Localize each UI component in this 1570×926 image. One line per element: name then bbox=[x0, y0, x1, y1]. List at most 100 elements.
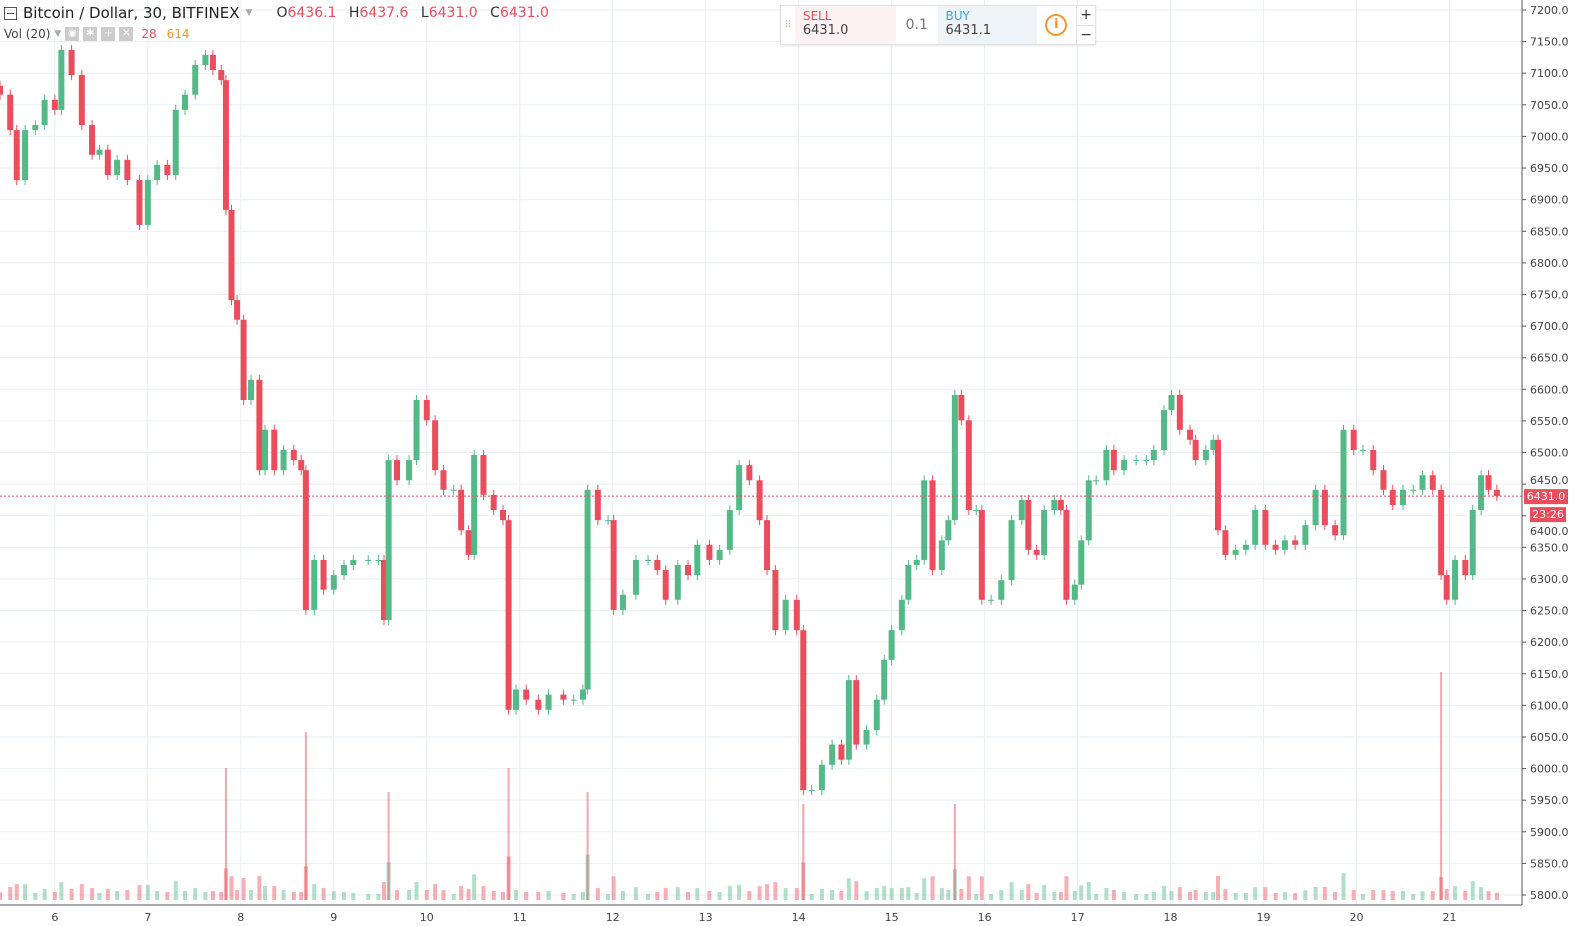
candle bbox=[1078, 540, 1085, 585]
info-icon: i bbox=[1045, 14, 1068, 36]
candle bbox=[1485, 475, 1492, 490]
x-tick-label: 11 bbox=[513, 911, 527, 924]
visibility-icon[interactable]: ◉ bbox=[65, 27, 80, 41]
candle bbox=[1462, 559, 1469, 576]
candle bbox=[1340, 429, 1347, 536]
volume-bar bbox=[1463, 891, 1468, 900]
candle bbox=[290, 449, 297, 461]
candle bbox=[1202, 449, 1209, 461]
candle bbox=[365, 559, 372, 561]
candle bbox=[1161, 410, 1168, 450]
candle bbox=[58, 49, 65, 110]
candle bbox=[1332, 525, 1339, 536]
volume-bar bbox=[1094, 894, 1099, 900]
volume-ma-value: 614 bbox=[166, 27, 190, 41]
volume-bar bbox=[1009, 882, 1014, 900]
buy-button[interactable]: BUY 6431.1 bbox=[937, 6, 1037, 44]
candle bbox=[1242, 544, 1249, 550]
volume-bar bbox=[79, 884, 84, 900]
plus-icon[interactable]: + bbox=[101, 27, 116, 41]
volume-bar bbox=[14, 884, 19, 900]
gear-icon[interactable]: ✱ bbox=[83, 27, 98, 41]
volume-bar bbox=[42, 889, 47, 900]
info-button[interactable]: i bbox=[1037, 6, 1077, 44]
volume-bar bbox=[366, 894, 371, 900]
candle bbox=[610, 520, 617, 610]
x-tick-label: 21 bbox=[1442, 911, 1456, 924]
candle bbox=[1493, 489, 1500, 497]
candle bbox=[662, 570, 669, 600]
buy-label: BUY bbox=[945, 9, 970, 23]
candle bbox=[350, 559, 357, 566]
candle bbox=[256, 379, 263, 471]
candle bbox=[144, 180, 151, 225]
volume-bar bbox=[906, 887, 911, 900]
volume-bar bbox=[312, 884, 317, 900]
x-tick-label: 18 bbox=[1164, 911, 1178, 924]
candle bbox=[172, 109, 179, 175]
volume-bar bbox=[695, 888, 700, 900]
candle bbox=[89, 125, 96, 155]
candle bbox=[513, 689, 520, 710]
candle bbox=[240, 319, 247, 401]
candle bbox=[1210, 439, 1217, 450]
collapse-icon[interactable] bbox=[4, 6, 17, 20]
volume-bar bbox=[272, 886, 277, 900]
volume-bar bbox=[23, 884, 28, 900]
volume-bar bbox=[989, 894, 994, 900]
candle bbox=[838, 744, 845, 760]
volume-bar bbox=[1470, 881, 1475, 900]
volume-bar bbox=[1293, 893, 1298, 900]
volume-spike bbox=[1440, 672, 1443, 900]
drag-handle-icon[interactable]: ⠿ bbox=[784, 19, 792, 31]
candle bbox=[881, 659, 888, 700]
candle bbox=[1419, 475, 1426, 490]
y-tick-label: 6950.0 bbox=[1530, 162, 1569, 175]
close-icon[interactable]: ✕ bbox=[119, 27, 134, 41]
increase-button[interactable]: + bbox=[1080, 7, 1092, 23]
candle bbox=[570, 699, 577, 701]
x-tick-label: 7 bbox=[144, 911, 151, 924]
decrease-button[interactable]: − bbox=[1077, 24, 1096, 45]
symbol-title[interactable]: Bitcoin / Dollar, 30, BITFINEX bbox=[23, 4, 240, 22]
volume-bar bbox=[737, 885, 742, 900]
candle bbox=[1057, 499, 1064, 511]
candle bbox=[423, 400, 430, 421]
candle bbox=[124, 159, 131, 181]
chevron-down-icon[interactable]: ▼ bbox=[54, 29, 62, 39]
volume-spike bbox=[802, 804, 805, 900]
candle bbox=[1281, 540, 1288, 550]
candle bbox=[32, 125, 39, 131]
candle bbox=[380, 559, 387, 621]
volume-bar bbox=[145, 885, 150, 900]
x-tick-label: 6 bbox=[51, 911, 58, 924]
volume-bar bbox=[203, 892, 208, 900]
sell-button[interactable]: SELL 6431.0 bbox=[794, 6, 896, 44]
volume-bar bbox=[546, 891, 551, 900]
volume-bar bbox=[1188, 892, 1193, 900]
candle bbox=[1452, 559, 1459, 600]
volume-bar bbox=[633, 887, 638, 900]
quantity-field[interactable]: 0.1 bbox=[905, 17, 928, 33]
volume-bar bbox=[165, 892, 170, 900]
volume-bar bbox=[1086, 882, 1091, 900]
volume-bar bbox=[1215, 876, 1220, 900]
volume-bar bbox=[291, 892, 296, 900]
price-axis[interactable] bbox=[1522, 0, 1570, 905]
time-axis[interactable] bbox=[0, 905, 1570, 926]
candle bbox=[736, 465, 743, 511]
candle bbox=[863, 730, 870, 745]
candle bbox=[1071, 584, 1078, 600]
candle bbox=[545, 694, 552, 710]
volume-bar bbox=[727, 886, 732, 900]
volume-bar bbox=[69, 889, 74, 900]
volume-bar bbox=[97, 893, 102, 900]
y-tick-label: 5850.0 bbox=[1530, 857, 1569, 870]
candle bbox=[22, 130, 29, 181]
chevron-down-icon[interactable]: ▼ bbox=[245, 8, 253, 18]
y-tick-label: 6300.0 bbox=[1530, 573, 1569, 586]
x-tick-label: 9 bbox=[330, 911, 337, 924]
volume-label[interactable]: Vol (20) bbox=[4, 27, 51, 41]
candle bbox=[1033, 549, 1040, 555]
